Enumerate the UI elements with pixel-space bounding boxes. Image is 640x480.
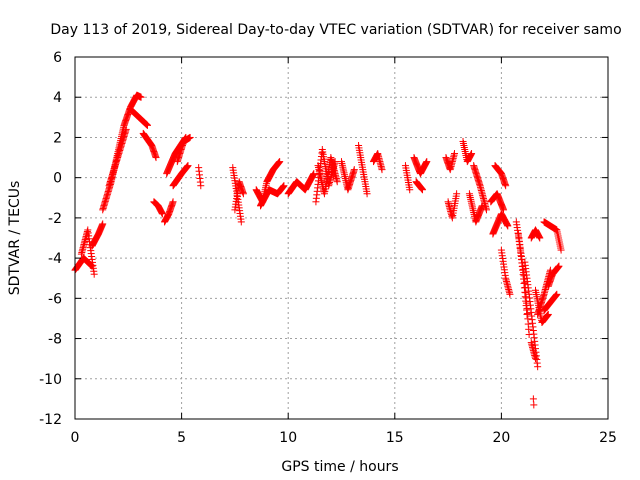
data-point [137,93,145,101]
data-point [237,218,245,226]
y-tick-label: -2 [48,211,62,227]
data-point [553,290,561,298]
data-point [453,190,461,198]
y-tick-label: 0 [53,171,62,187]
y-tick-label: -12 [39,412,62,428]
data-point [143,121,151,129]
x-tick-label: 10 [279,430,297,446]
plot-frame [74,56,609,420]
data-point [530,401,538,409]
x-tick-label: 5 [177,430,186,446]
data-point [169,198,177,206]
data-point [502,182,510,190]
data-point [450,150,458,158]
data-point [529,395,537,403]
data-point [378,166,386,174]
x-tick-label: 20 [492,430,510,446]
y-tick-label: -6 [48,291,62,307]
data-point [363,190,371,198]
axis-ticks [74,56,609,420]
data-points [71,91,565,409]
y-tick-label: 4 [53,90,62,106]
data-point [333,178,341,186]
x-tick-label: 25 [599,430,617,446]
data-point [557,246,565,254]
data-point [197,182,205,190]
data-point [419,186,427,194]
x-tick-label: 0 [71,430,80,446]
data-point [532,355,540,363]
x-tick-labels: 0 5 10 15 20 25 [71,430,617,446]
data-point [122,125,130,133]
y-axis-label: SDTVAR / TECUs [7,181,23,296]
data-point [536,234,544,242]
data-point [506,290,514,298]
data-point [423,158,431,166]
y-tick-label: -4 [48,251,62,267]
y-tick-label: -8 [48,332,62,348]
data-point [534,363,542,371]
y-tick-label: 6 [53,50,62,66]
data-point [500,206,508,214]
y-tick-labels: -12 -10 -8 -6 -4 -2 0 2 4 6 [39,50,62,428]
data-point [482,206,490,214]
data-point [280,182,288,190]
x-tick-label: 15 [386,430,404,446]
data-point [90,270,98,278]
data-point [184,162,192,170]
grid-lines [75,57,608,419]
data-point [555,262,563,270]
y-tick-label: -10 [39,372,62,388]
data-point [239,190,247,198]
chart-title: Day 113 of 2019, Sidereal Day-to-day VTE… [50,22,621,38]
data-point [504,222,512,230]
data-point [186,133,194,141]
data-point [350,166,358,174]
data-point [523,310,531,318]
data-point [276,158,284,166]
data-point [99,220,107,228]
x-axis-label: GPS time / hours [281,459,398,475]
data-point [158,210,166,218]
data-point [544,310,552,318]
data-point [152,154,160,162]
data-point [406,186,414,194]
data-point [468,150,476,158]
y-tick-label: 2 [53,130,62,146]
